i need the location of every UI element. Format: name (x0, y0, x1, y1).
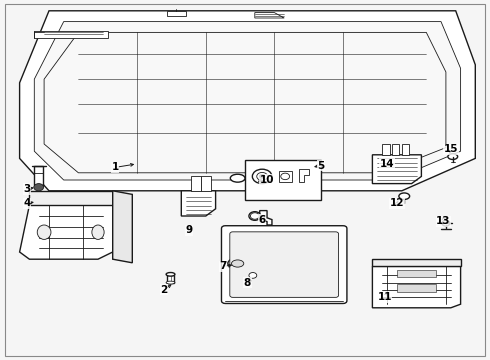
Ellipse shape (399, 193, 410, 199)
Ellipse shape (37, 225, 51, 239)
Polygon shape (181, 191, 216, 216)
Text: 14: 14 (380, 159, 394, 169)
Bar (245, 160, 321, 200)
Text: 5: 5 (318, 161, 324, 171)
Ellipse shape (92, 225, 104, 239)
Ellipse shape (166, 281, 175, 284)
Polygon shape (167, 275, 174, 283)
Text: 15: 15 (443, 144, 458, 154)
Polygon shape (113, 191, 132, 263)
Polygon shape (372, 155, 421, 184)
Polygon shape (299, 169, 309, 182)
FancyBboxPatch shape (221, 226, 347, 303)
Circle shape (442, 220, 450, 226)
Bar (397, 284, 436, 292)
Text: 12: 12 (390, 198, 404, 208)
Bar (397, 270, 436, 277)
Polygon shape (372, 259, 461, 266)
Ellipse shape (448, 154, 458, 159)
Circle shape (34, 184, 44, 191)
Circle shape (259, 174, 265, 179)
Ellipse shape (166, 273, 175, 276)
Text: 13: 13 (436, 216, 451, 226)
Text: 2: 2 (161, 285, 168, 295)
Polygon shape (402, 144, 409, 155)
Ellipse shape (257, 172, 268, 180)
Circle shape (249, 273, 257, 278)
Text: 3: 3 (24, 184, 30, 194)
Polygon shape (201, 176, 211, 191)
Polygon shape (191, 176, 201, 191)
Text: 6: 6 (259, 215, 266, 225)
Text: 9: 9 (185, 225, 192, 235)
Text: 4: 4 (23, 198, 31, 208)
Ellipse shape (230, 174, 245, 182)
Circle shape (249, 212, 261, 220)
Polygon shape (29, 191, 113, 205)
Polygon shape (34, 22, 461, 180)
Ellipse shape (232, 260, 244, 267)
Polygon shape (372, 266, 461, 308)
Circle shape (281, 173, 290, 180)
Text: 11: 11 (377, 292, 392, 302)
Ellipse shape (252, 169, 272, 184)
Polygon shape (20, 205, 113, 259)
Text: 10: 10 (260, 175, 274, 185)
FancyBboxPatch shape (230, 232, 339, 297)
Polygon shape (382, 144, 390, 155)
Text: 8: 8 (244, 278, 251, 288)
Polygon shape (34, 31, 108, 38)
Polygon shape (279, 171, 292, 182)
Text: 7: 7 (219, 261, 227, 271)
Text: 1: 1 (112, 162, 119, 172)
Polygon shape (392, 144, 399, 155)
Polygon shape (167, 11, 186, 16)
Ellipse shape (228, 258, 247, 269)
Polygon shape (255, 13, 284, 18)
Polygon shape (20, 11, 475, 191)
Polygon shape (260, 211, 272, 225)
Bar (34, 166, 43, 185)
